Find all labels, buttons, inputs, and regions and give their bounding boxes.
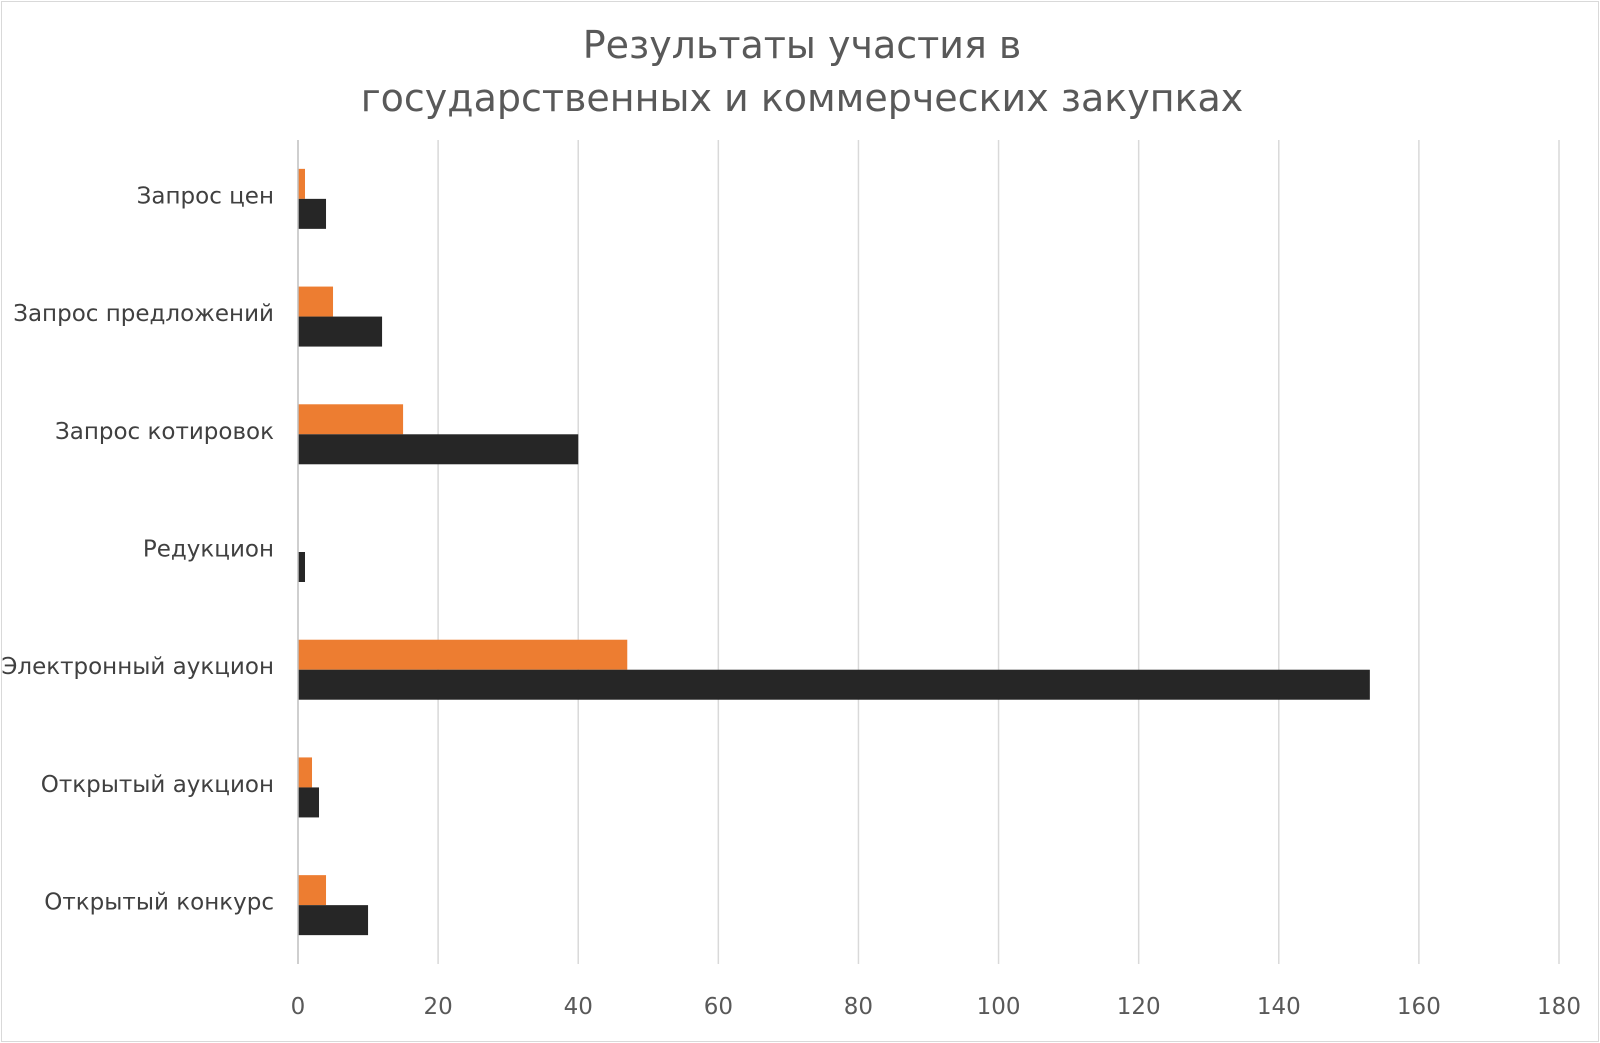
x-tick-label: 0 — [291, 994, 306, 1020]
category-label: Редукцион — [143, 537, 274, 563]
x-tick-label: 80 — [844, 994, 873, 1020]
bar-series1-cat5 — [298, 757, 313, 788]
bar-series2-cat4 — [298, 669, 1370, 700]
category-label: Открытый конкурс — [44, 890, 274, 916]
category-label: Электронный аукцион — [2, 654, 274, 680]
bar-series1-cat6 — [298, 875, 327, 906]
x-tick-label: 140 — [1257, 994, 1301, 1020]
chart-title-line-2: государственных и коммерческих закупках — [361, 76, 1244, 120]
x-tick-label: 60 — [704, 994, 733, 1020]
x-tick-label: 180 — [1537, 994, 1581, 1020]
gridlines — [437, 140, 1560, 964]
category-label: Открытый аукцион — [41, 772, 274, 798]
x-tick-label: 100 — [977, 994, 1021, 1020]
bars — [298, 168, 1370, 936]
category-label: Запрос предложений — [13, 301, 274, 327]
bar-series1-cat0 — [298, 168, 306, 199]
x-tick-label: 20 — [423, 994, 452, 1020]
bar-series2-cat6 — [298, 905, 369, 936]
category-label: Запрос котировок — [55, 419, 274, 445]
x-tick-label: 40 — [564, 994, 593, 1020]
bar-series2-cat2 — [298, 434, 579, 465]
bar-series1-cat4 — [298, 639, 628, 670]
bar-series1-cat1 — [298, 286, 334, 317]
bar-series2-cat5 — [298, 787, 320, 818]
x-tick-label: 160 — [1397, 994, 1441, 1020]
category-label: Запрос цен — [137, 183, 274, 209]
bar-series1-cat2 — [298, 404, 404, 435]
bar-series2-cat3 — [298, 552, 306, 582]
labels: 0 20 40 60 80 100 120 140 160 180 Запрос цен Запрос… — [2, 183, 1581, 1020]
x-tick-label: 120 — [1117, 994, 1161, 1020]
chart-title-line-1: Результаты участия в — [583, 23, 1022, 67]
bar-series2-cat0 — [298, 198, 327, 229]
bar-series2-cat1 — [298, 316, 383, 347]
